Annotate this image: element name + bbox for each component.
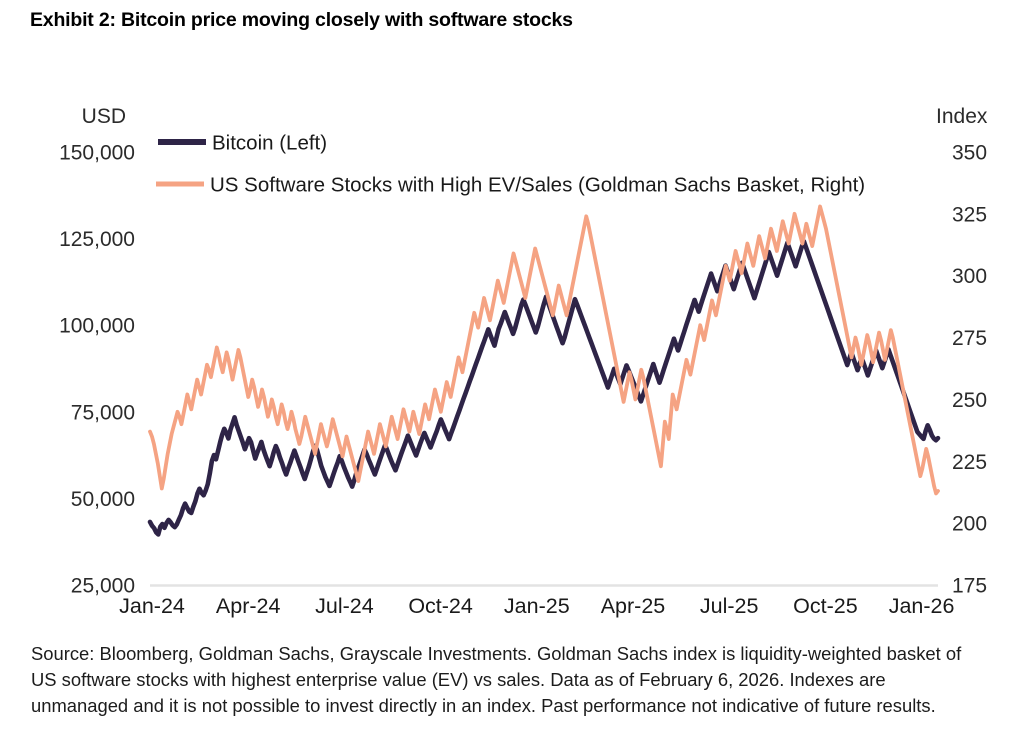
x-tick: Jul-24 xyxy=(315,594,374,618)
series-line-software xyxy=(148,204,940,496)
chart-legend: Bitcoin (Left) US Software Stocks with Hi… xyxy=(156,132,865,197)
legend-label-software: US Software Stocks with High EV/Sales (G… xyxy=(210,174,865,197)
x-tick: Jan-26 xyxy=(889,594,955,618)
series-line-bitcoin xyxy=(147,239,941,537)
x-tick: Oct-25 xyxy=(793,594,858,618)
source-note: Source: Bloomberg, Goldman Sachs, Graysc… xyxy=(31,643,962,716)
x-tick: Oct-24 xyxy=(408,594,473,618)
y-tick-right: 350 xyxy=(952,142,987,165)
x-axis-labels: Jan-24 Apr-24 Jul-24 Oct-24 Jan-25 Apr-25 Jul-… xyxy=(119,594,954,618)
series-lines xyxy=(147,204,941,537)
y-tick-left: 50,000 xyxy=(71,488,135,511)
y-axis-right-unit: Index xyxy=(936,105,988,128)
y-tick-left: 150,000 xyxy=(59,142,135,165)
x-tick: Apr-25 xyxy=(601,594,666,618)
y-tick-left: 100,000 xyxy=(59,315,135,338)
y-tick-right: 275 xyxy=(952,327,987,350)
y-axis-right-labels: Index 350 325 300 275 250 225 200 175 xyxy=(936,105,988,598)
y-tick-right: 250 xyxy=(952,389,987,412)
dual-axis-line-chart: USD 150,000 125,000 100,000 75,000 50,000 25,0… xyxy=(59,105,988,618)
y-tick-right: 300 xyxy=(952,265,987,288)
x-tick: Jan-25 xyxy=(504,594,570,618)
y-axis-left-unit: USD xyxy=(82,105,126,128)
y-tick-right: 175 xyxy=(952,575,987,598)
y-tick-left: 25,000 xyxy=(71,575,135,598)
y-tick-right: 200 xyxy=(952,513,987,536)
y-tick-right: 325 xyxy=(952,203,987,226)
page-title: Exhibit 2: Bitcoin price moving closely … xyxy=(30,9,573,31)
y-tick-right: 225 xyxy=(952,451,987,474)
x-tick: Jul-25 xyxy=(700,594,759,618)
legend-label-bitcoin: Bitcoin (Left) xyxy=(212,132,327,155)
x-tick: Jan-24 xyxy=(119,594,185,618)
y-tick-left: 125,000 xyxy=(59,228,135,251)
x-tick: Apr-24 xyxy=(216,594,281,618)
y-tick-left: 75,000 xyxy=(71,401,135,424)
y-axis-left-labels: USD 150,000 125,000 100,000 75,000 50,000 25,0… xyxy=(59,105,135,598)
chart-container: USD 150,000 125,000 100,000 75,000 50,000 25,0… xyxy=(59,105,988,618)
